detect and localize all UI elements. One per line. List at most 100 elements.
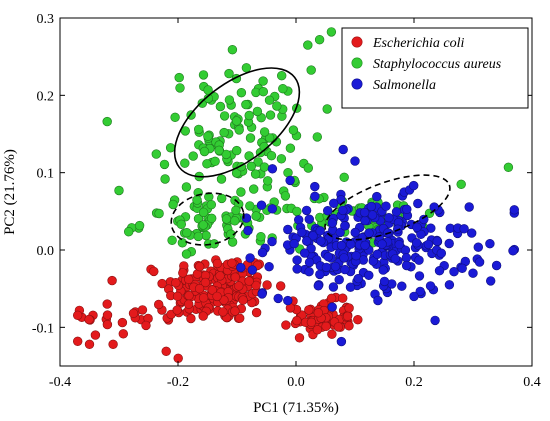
point-escherichia-coli — [102, 299, 112, 309]
point-staphylococcus-aureus — [265, 110, 276, 120]
point-salmonella — [310, 191, 320, 202]
point-salmonella — [245, 253, 255, 263]
point-escherichia-coli — [304, 305, 314, 315]
point-staphylococcus-aureus — [259, 127, 270, 137]
point-staphylococcus-aureus — [236, 187, 246, 197]
point-staphylococcus-aureus — [288, 125, 299, 135]
y-tick-label: 0.2 — [37, 89, 55, 104]
point-salmonella — [285, 175, 295, 186]
point-escherichia-coli — [84, 314, 94, 325]
point-staphylococcus-aureus — [285, 143, 296, 153]
point-salmonella — [390, 254, 400, 264]
point-escherichia-coli — [117, 317, 128, 328]
point-salmonella — [360, 215, 370, 226]
point-salmonella — [297, 227, 307, 238]
point-staphylococcus-aureus — [231, 116, 242, 126]
point-staphylococcus-aureus — [266, 151, 277, 161]
point-staphylococcus-aureus — [326, 27, 337, 37]
point-staphylococcus-aureus — [272, 101, 282, 111]
point-escherichia-coli — [276, 281, 286, 291]
point-escherichia-coli — [172, 291, 183, 301]
point-escherichia-coli — [118, 329, 129, 339]
point-salmonella — [353, 273, 363, 284]
point-escherichia-coli — [338, 293, 348, 303]
point-staphylococcus-aureus — [198, 220, 209, 230]
point-escherichia-coli — [161, 346, 171, 356]
point-escherichia-coli — [72, 336, 83, 346]
point-staphylococcus-aureus — [245, 133, 256, 143]
point-salmonella — [364, 228, 374, 238]
point-escherichia-coli — [234, 281, 244, 291]
point-staphylococcus-aureus — [188, 151, 198, 161]
point-staphylococcus-aureus — [207, 213, 217, 224]
point-escherichia-coli — [184, 299, 194, 309]
point-salmonella — [283, 224, 293, 235]
point-staphylococcus-aureus — [209, 239, 219, 249]
point-salmonella — [306, 243, 316, 254]
x-tick-label: 0.2 — [405, 375, 423, 390]
point-staphylococcus-aureus — [214, 145, 224, 156]
point-staphylococcus-aureus — [221, 214, 232, 224]
point-staphylococcus-aureus — [224, 95, 235, 105]
confidence-ellipses — [170, 67, 451, 246]
point-staphylococcus-aureus — [203, 85, 213, 95]
point-salmonella — [328, 282, 339, 292]
point-staphylococcus-aureus — [245, 201, 255, 211]
point-salmonella — [323, 252, 333, 262]
point-escherichia-coli — [313, 308, 323, 318]
point-salmonella — [457, 263, 467, 273]
legend-label-escherichia-coli: Escherichia coli — [372, 36, 464, 51]
point-staphylococcus-aureus — [503, 162, 514, 173]
point-salmonella — [414, 255, 424, 265]
point-salmonella — [474, 257, 485, 267]
point-staphylococcus-aureus — [215, 101, 226, 112]
point-salmonella — [236, 262, 246, 273]
point-staphylococcus-aureus — [241, 99, 251, 110]
point-staphylococcus-aureus — [192, 195, 202, 205]
point-salmonella — [338, 144, 348, 155]
point-staphylococcus-aureus — [159, 159, 170, 170]
y-tick-label: 0.1 — [37, 167, 55, 182]
point-salmonella — [393, 224, 403, 234]
point-staphylococcus-aureus — [134, 220, 145, 231]
point-salmonella — [449, 267, 459, 277]
point-salmonella — [257, 247, 268, 258]
point-salmonella — [373, 295, 383, 306]
series-salmonella — [236, 144, 519, 347]
point-staphylococcus-aureus — [160, 174, 170, 184]
point-escherichia-coli — [342, 311, 353, 321]
point-staphylococcus-aureus — [264, 133, 275, 143]
point-escherichia-coli — [200, 277, 211, 288]
point-salmonella — [321, 262, 332, 273]
legend-marker-staphylococcus-aureus — [351, 57, 363, 69]
point-salmonella — [423, 239, 434, 250]
point-staphylococcus-aureus — [303, 163, 313, 173]
point-salmonella — [243, 225, 253, 236]
point-staphylococcus-aureus — [280, 191, 291, 201]
point-staphylococcus-aureus — [176, 219, 187, 230]
point-salmonella — [289, 239, 299, 249]
legend-label-salmonella: Salmonella — [373, 78, 436, 93]
point-escherichia-coli — [281, 320, 291, 330]
point-escherichia-coli — [244, 276, 254, 286]
point-salmonella — [273, 293, 283, 304]
point-escherichia-coli — [171, 278, 181, 288]
point-salmonella — [467, 228, 477, 238]
point-salmonella — [444, 280, 455, 290]
point-salmonella — [267, 204, 277, 214]
point-salmonella — [415, 286, 425, 297]
point-staphylococcus-aureus — [201, 230, 211, 241]
legend-marker-escherichia-coli — [351, 36, 363, 48]
point-salmonella — [310, 181, 320, 192]
point-escherichia-coli — [141, 320, 151, 331]
point-salmonella — [256, 200, 267, 210]
point-staphylococcus-aureus — [249, 184, 259, 194]
point-salmonella — [329, 198, 339, 209]
point-salmonella — [414, 271, 425, 281]
point-escherichia-coli — [207, 285, 218, 295]
point-salmonella — [336, 336, 347, 347]
point-escherichia-coli — [195, 261, 205, 272]
point-escherichia-coli — [198, 311, 208, 321]
point-staphylococcus-aureus — [251, 211, 261, 221]
legend-marker-salmonella — [351, 78, 363, 90]
